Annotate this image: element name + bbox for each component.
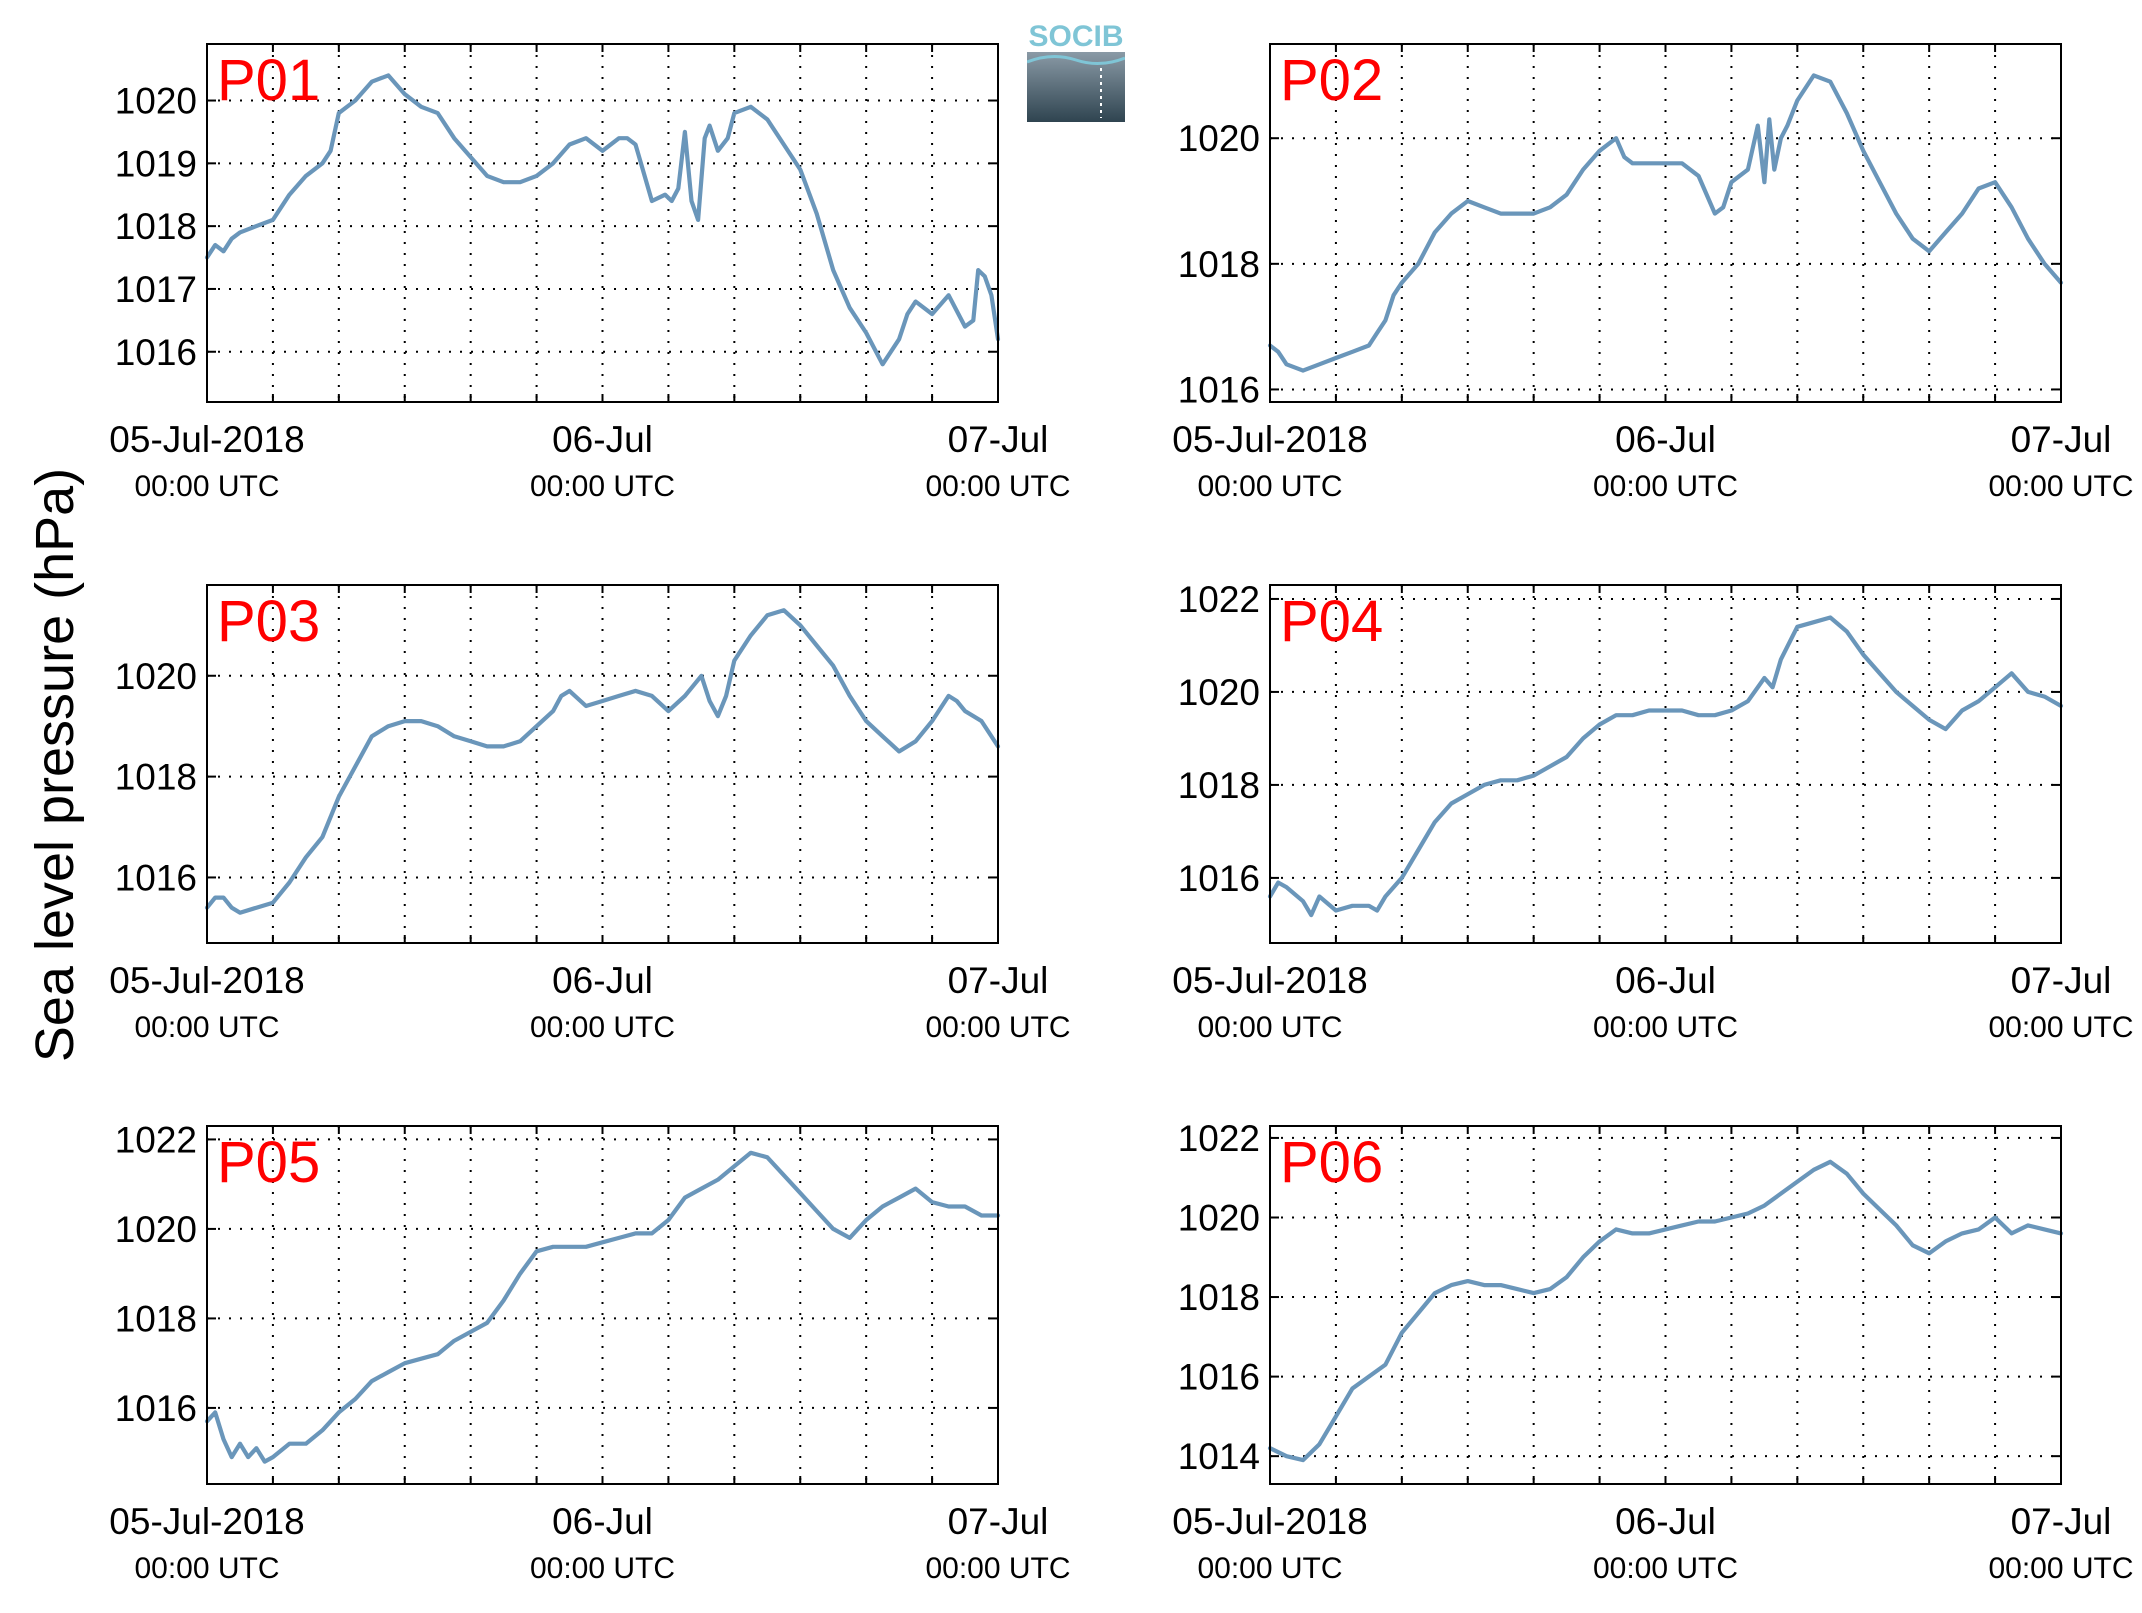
y-tick-label: 1017 — [115, 269, 197, 310]
x-tick-sublabel: 00:00 UTC — [1197, 470, 1342, 503]
x-tick-sublabel: 00:00 UTC — [530, 1011, 675, 1044]
axes-frame — [206, 1125, 999, 1485]
panel-label: P04 — [1280, 589, 1383, 654]
logo-text: SOCIB — [1028, 20, 1123, 53]
series-line — [204, 73, 1001, 367]
x-tick-sublabel: 00:00 UTC — [530, 1552, 675, 1585]
x-tick-label: 07-Jul — [2011, 960, 2112, 1001]
x-tick-label: 07-Jul — [948, 1501, 1049, 1542]
y-tick-label: 1020 — [1178, 672, 1260, 713]
series-line — [1267, 615, 2064, 918]
x-tick-label: 05-Jul-2018 — [109, 1501, 304, 1542]
x-tick-label: 06-Jul — [552, 419, 653, 460]
y-tick-label: 1018 — [1178, 244, 1260, 285]
x-tick-sublabel: 00:00 UTC — [1988, 470, 2133, 503]
y-tick-label: 1016 — [1178, 858, 1260, 899]
x-tick-label: 07-Jul — [2011, 419, 2112, 460]
y-tick-label: 1016 — [115, 857, 197, 898]
y-tick-label: 1020 — [1178, 1197, 1260, 1238]
socib-logo: SOCIB — [1026, 18, 1126, 122]
y-tick-label: 1019 — [115, 143, 197, 184]
x-tick-label: 07-Jul — [2011, 1501, 2112, 1542]
axes-frame — [1269, 584, 2062, 944]
y-tick-label: 1022 — [115, 1119, 197, 1160]
x-tick-sublabel: 00:00 UTC — [1593, 1552, 1738, 1585]
y-tick-label: 1022 — [1178, 579, 1260, 620]
x-tick-label: 05-Jul-2018 — [109, 419, 304, 460]
x-tick-label: 07-Jul — [948, 960, 1049, 1001]
y-tick-label: 1020 — [115, 656, 197, 697]
y-tick-label: 1020 — [115, 81, 197, 122]
y-tick-label: 1016 — [1178, 369, 1260, 410]
y-tick-label: 1022 — [1178, 1118, 1260, 1159]
x-tick-label: 07-Jul — [948, 419, 1049, 460]
panel-p02: 1016 1018 1020 05-Jul-2018 00:00 UTC 06-Jul 00… — [1172, 43, 2134, 503]
y-tick-label: 1018 — [115, 1298, 197, 1339]
y-tick-label: 1016 — [115, 332, 197, 373]
x-tick-label: 06-Jul — [1615, 960, 1716, 1001]
x-tick-sublabel: 00:00 UTC — [1593, 1011, 1738, 1044]
series-line — [1267, 1159, 2064, 1463]
x-tick-sublabel: 00:00 UTC — [1197, 1011, 1342, 1044]
y-tick-label: 1018 — [1178, 765, 1260, 806]
x-tick-sublabel: 00:00 UTC — [925, 1552, 1070, 1585]
x-tick-sublabel: 00:00 UTC — [134, 1552, 279, 1585]
y-axis-label: Sea level pressure (hPa) — [25, 468, 85, 1062]
panel-p06: 1014 1016 1018 1020 1022 05-Jul-2018 00:00 UTC… — [1172, 1118, 2133, 1585]
panel-p05: 1016 1018 1020 1022 05-Jul-2018 00:00 UTC 06-J… — [109, 1119, 1070, 1585]
x-tick-sublabel: 00:00 UTC — [134, 470, 279, 503]
panel-label: P06 — [1280, 1130, 1383, 1195]
y-tick-label: 1020 — [115, 1209, 197, 1250]
y-tick-label: 1018 — [1178, 1277, 1260, 1318]
x-tick-sublabel: 00:00 UTC — [1988, 1011, 2133, 1044]
panel-label: P01 — [217, 48, 320, 113]
axes-frame — [1269, 1125, 2062, 1485]
x-tick-sublabel: 00:00 UTC — [134, 1011, 279, 1044]
x-tick-sublabel: 00:00 UTC — [1197, 1552, 1342, 1585]
y-tick-label: 1016 — [1178, 1357, 1260, 1398]
x-tick-sublabel: 00:00 UTC — [925, 470, 1070, 503]
x-tick-label: 06-Jul — [1615, 1501, 1716, 1542]
panel-label: P03 — [217, 589, 320, 654]
axes-frame — [206, 584, 999, 944]
series-line — [1267, 73, 2064, 373]
y-tick-label: 1016 — [115, 1388, 197, 1429]
axes-frame — [1269, 43, 2062, 403]
x-tick-label: 05-Jul-2018 — [1172, 419, 1367, 460]
axes-frame — [206, 43, 999, 403]
x-tick-sublabel: 00:00 UTC — [1988, 1552, 2133, 1585]
panel-p03: 1016 1018 1020 05-Jul-2018 00:00 UTC 06-Jul 00… — [109, 584, 1071, 1044]
x-tick-label: 06-Jul — [552, 960, 653, 1001]
y-tick-label: 1018 — [115, 206, 197, 247]
series-line — [204, 1150, 1001, 1464]
x-tick-label: 06-Jul — [1615, 419, 1716, 460]
panel-label: P02 — [1280, 48, 1383, 113]
y-tick-label: 1018 — [115, 757, 197, 798]
x-tick-label: 06-Jul — [552, 1501, 653, 1542]
x-tick-sublabel: 00:00 UTC — [925, 1011, 1070, 1044]
y-tick-label: 1014 — [1178, 1436, 1260, 1477]
x-tick-label: 05-Jul-2018 — [1172, 960, 1367, 1001]
x-tick-sublabel: 00:00 UTC — [1593, 470, 1738, 503]
x-tick-sublabel: 00:00 UTC — [530, 470, 675, 503]
x-tick-label: 05-Jul-2018 — [109, 960, 304, 1001]
panel-p01: 1016 1017 1018 1019 1020 05-Jul-2018 00:00 UTC… — [109, 43, 1071, 503]
panel-p04: 1016 1018 1020 1022 05-Jul-2018 00:00 UTC 06-J… — [1172, 579, 2133, 1044]
series-line — [204, 608, 1001, 915]
y-tick-label: 1020 — [1178, 118, 1260, 159]
panel-label: P05 — [217, 1130, 320, 1195]
x-tick-label: 05-Jul-2018 — [1172, 1501, 1367, 1542]
